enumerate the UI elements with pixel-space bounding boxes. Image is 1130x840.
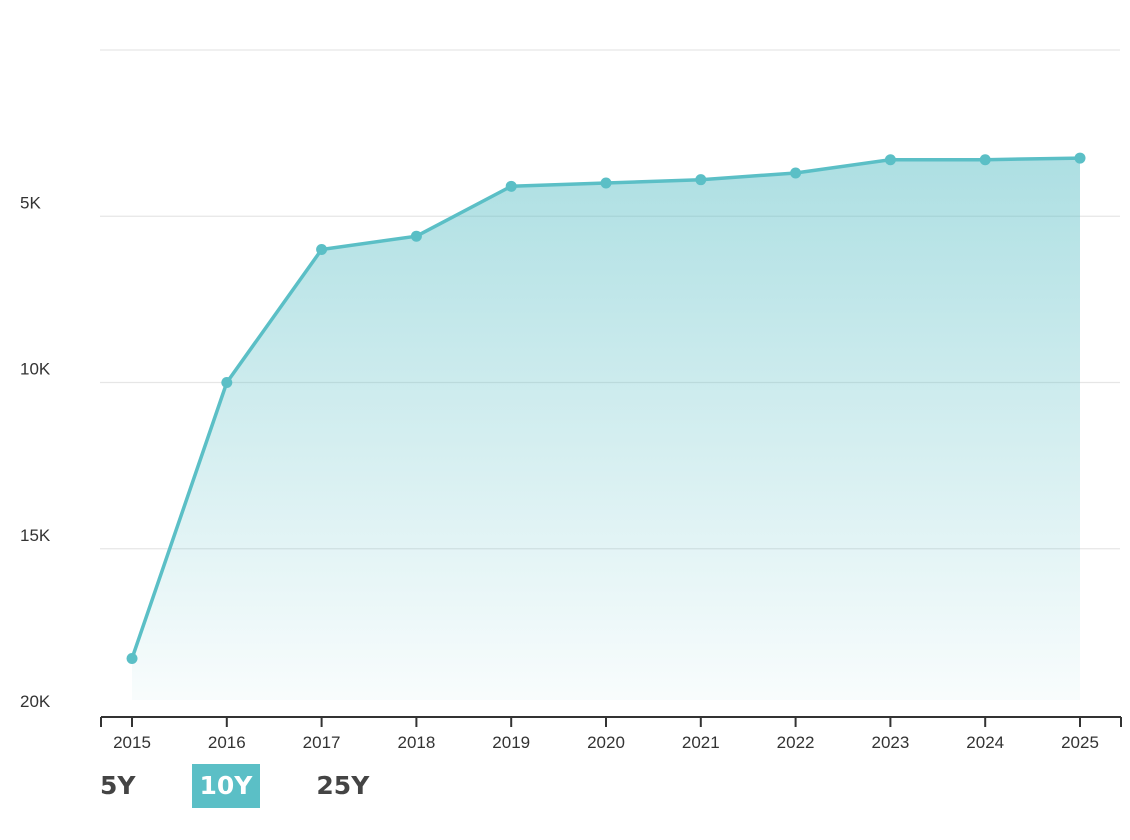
data-point-2022[interactable] bbox=[790, 167, 802, 179]
data-point-2024[interactable] bbox=[979, 154, 991, 166]
chart: 5K 10K 15K 20K 2015 2016 2017 2018 2019 2020 2021… bbox=[20, 49, 1122, 752]
x-tick-label: 2020 bbox=[587, 733, 625, 752]
x-tick-label: 2023 bbox=[871, 733, 909, 752]
data-point-2025[interactable] bbox=[1074, 152, 1086, 164]
data-point-2019[interactable] bbox=[505, 180, 517, 192]
data-point-2021[interactable] bbox=[695, 174, 707, 186]
y-tick-label: 5K bbox=[20, 193, 41, 212]
x-tick-label: 2022 bbox=[777, 733, 815, 752]
series-points bbox=[126, 152, 1086, 664]
y-tick-label: 10K bbox=[20, 360, 51, 379]
x-tick-label: 2018 bbox=[397, 733, 435, 752]
x-tick-label: 2015 bbox=[113, 733, 151, 752]
x-tick-label: 2025 bbox=[1061, 733, 1099, 752]
data-point-2020[interactable] bbox=[600, 177, 612, 189]
range-button-10y[interactable]: 10Y bbox=[191, 764, 261, 808]
x-axis bbox=[100, 716, 1122, 727]
range-button-25y[interactable]: 25Y bbox=[316, 771, 370, 800]
y-tick-label: 15K bbox=[20, 526, 51, 545]
x-tick-label: 2017 bbox=[303, 733, 341, 752]
y-axis-labels: 5K 10K 15K 20K bbox=[20, 193, 51, 711]
data-point-2015[interactable] bbox=[126, 652, 138, 664]
x-tick-label: 2019 bbox=[492, 733, 530, 752]
x-tick-label: 2024 bbox=[966, 733, 1004, 752]
series-area bbox=[132, 158, 1080, 701]
data-point-2017[interactable] bbox=[316, 244, 328, 255]
data-point-2018[interactable] bbox=[410, 230, 422, 242]
x-tick-label: 2016 bbox=[208, 733, 246, 752]
data-point-2016[interactable] bbox=[221, 377, 233, 388]
range-button-5y[interactable]: 5Y bbox=[100, 771, 136, 800]
range-selector: 5Y 10Y 25Y bbox=[100, 763, 425, 809]
data-point-2023[interactable] bbox=[884, 154, 896, 166]
x-axis-labels: 2015 2016 2017 2018 2019 2020 2021 2022 2023 2024… bbox=[113, 733, 1099, 752]
y-tick-label: 20K bbox=[20, 692, 51, 711]
x-tick-label: 2021 bbox=[682, 733, 720, 752]
